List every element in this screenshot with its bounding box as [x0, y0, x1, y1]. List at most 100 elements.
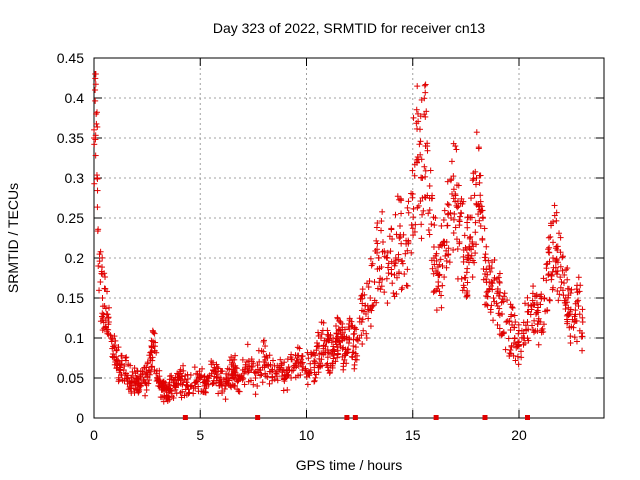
data-point: [267, 368, 274, 375]
data-point: [324, 327, 331, 334]
data-point: [413, 106, 420, 113]
data-point: [318, 319, 325, 326]
data-point: [472, 250, 479, 257]
data-point: [511, 335, 518, 342]
data-point: [94, 123, 101, 130]
data-point: [250, 360, 257, 367]
data-point: [290, 367, 297, 374]
y-tick-label: 0.05: [57, 370, 84, 386]
data-point: [215, 390, 222, 397]
data-point: [223, 379, 230, 386]
data-point: [346, 315, 353, 322]
data-point: [231, 375, 238, 382]
data-point: [476, 217, 483, 224]
data-point: [194, 371, 201, 378]
data-point: [378, 264, 385, 271]
data-point: [180, 362, 187, 369]
data-point: [341, 335, 348, 342]
data-point: [567, 290, 574, 297]
data-point: [410, 114, 417, 121]
data-point: [567, 333, 574, 340]
data-point: [180, 367, 187, 374]
data-point: [324, 354, 331, 361]
data-point: [456, 240, 463, 247]
data-point: [395, 251, 402, 258]
y-tick-label: 0.15: [57, 290, 84, 306]
data-point: [106, 304, 113, 311]
data-point: [105, 331, 112, 338]
data-point: [266, 352, 273, 359]
data-point: [151, 330, 158, 337]
data-point: [556, 230, 563, 237]
data-point: [439, 263, 446, 269]
data-point: [376, 279, 383, 286]
data-point: [563, 266, 570, 273]
data-point: [491, 274, 498, 281]
data-point: [456, 222, 463, 229]
data-point: [327, 350, 334, 357]
data-point: [479, 214, 486, 221]
data-point: [535, 341, 542, 348]
data-point: [509, 304, 516, 311]
data-point: [312, 374, 319, 381]
data-point: [507, 301, 514, 308]
data-point: [159, 381, 166, 388]
data-point: [172, 386, 179, 393]
data-point: [454, 246, 461, 253]
data-point: [453, 236, 460, 243]
data-point: [391, 271, 398, 278]
data-point: [359, 316, 366, 323]
data-point: [561, 271, 568, 278]
data-point: [345, 324, 352, 331]
data-point: [293, 357, 300, 364]
data-point: [579, 306, 586, 313]
data-point: [514, 353, 521, 360]
data-point: [158, 386, 165, 393]
data-point: [403, 237, 410, 244]
data-point: [93, 120, 100, 127]
data-point: [507, 347, 514, 354]
x-tick-label: 10: [299, 427, 315, 443]
data-point: [399, 260, 406, 267]
data-point: [422, 81, 429, 88]
data-point: [99, 315, 106, 322]
data-point: [564, 276, 571, 283]
data-point: [129, 368, 136, 375]
data-point: [530, 283, 537, 290]
data-point: [135, 389, 142, 396]
data-point: [483, 243, 490, 250]
data-point: [231, 356, 238, 363]
data-point: [91, 141, 98, 148]
data-point: [464, 279, 471, 286]
data-point: [571, 334, 578, 341]
data-point: [422, 89, 429, 96]
data-point: [512, 319, 519, 326]
data-point: [436, 261, 443, 268]
data-point: [212, 366, 219, 373]
data-point: [315, 369, 322, 376]
data-point: [339, 345, 346, 352]
data-point: [172, 374, 179, 381]
data-point: [451, 210, 458, 217]
data-point: [281, 372, 288, 379]
data-point: [362, 302, 369, 309]
data-point: [381, 253, 388, 260]
data-point: [93, 172, 100, 179]
data-point: [228, 384, 235, 391]
data-point: [529, 297, 536, 304]
data-point: [535, 309, 542, 316]
data-point: [232, 352, 239, 359]
data-point: [210, 377, 217, 384]
data-point: [295, 362, 302, 369]
data-point: [460, 258, 467, 265]
data-point: [248, 364, 255, 371]
data-point: [426, 182, 433, 189]
data-point: [163, 384, 170, 391]
data-point: [326, 335, 333, 342]
data-point: [567, 306, 574, 313]
data-point: [365, 315, 372, 322]
data-point: [494, 321, 501, 328]
data-point: [250, 381, 257, 388]
data-point: [386, 233, 393, 240]
